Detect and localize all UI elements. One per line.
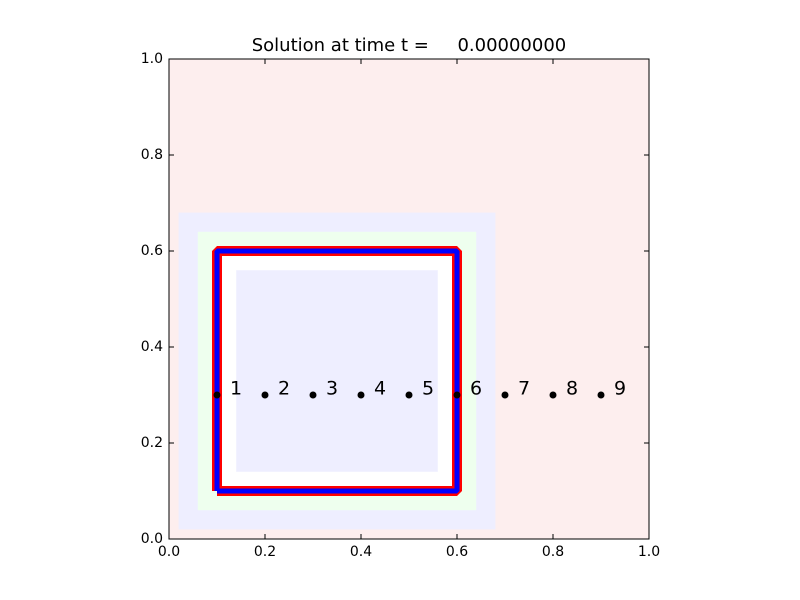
chart-title: Solution at time t = 0.00000000 bbox=[252, 35, 567, 56]
point bbox=[405, 391, 413, 399]
x-tick-label: 1.0 bbox=[638, 544, 660, 560]
point bbox=[213, 391, 221, 399]
y-tick-label: 0.8 bbox=[141, 147, 163, 163]
point-label: 1 bbox=[230, 378, 242, 400]
point-label: 6 bbox=[470, 378, 482, 400]
point bbox=[261, 391, 269, 399]
x-tick-label: 0.6 bbox=[446, 544, 468, 560]
x-tick-label: 0.0 bbox=[158, 544, 180, 560]
x-tick-label: 0.4 bbox=[350, 544, 372, 560]
point bbox=[453, 391, 461, 399]
point bbox=[309, 391, 317, 399]
region bbox=[236, 270, 438, 472]
boundary bbox=[214, 248, 460, 494]
point-label: 5 bbox=[422, 378, 434, 400]
x-tick-label: 0.8 bbox=[542, 544, 564, 560]
point-label: 8 bbox=[566, 378, 578, 400]
point-label: 2 bbox=[278, 378, 290, 400]
point-label: 7 bbox=[518, 378, 530, 400]
point-label: 4 bbox=[374, 378, 386, 400]
point-label: 9 bbox=[614, 378, 626, 400]
y-tick-label: 0.6 bbox=[141, 243, 163, 259]
y-tick-label: 1.0 bbox=[141, 51, 163, 67]
point bbox=[549, 391, 557, 399]
y-tick-label: 0.0 bbox=[141, 531, 163, 547]
y-tick-label: 0.2 bbox=[141, 435, 163, 451]
point-label: 3 bbox=[326, 378, 338, 400]
point bbox=[501, 391, 509, 399]
point bbox=[357, 391, 365, 399]
x-tick-label: 0.2 bbox=[254, 544, 276, 560]
plot-frame bbox=[168, 58, 650, 540]
y-tick-label: 0.4 bbox=[141, 339, 163, 355]
point bbox=[597, 391, 605, 399]
